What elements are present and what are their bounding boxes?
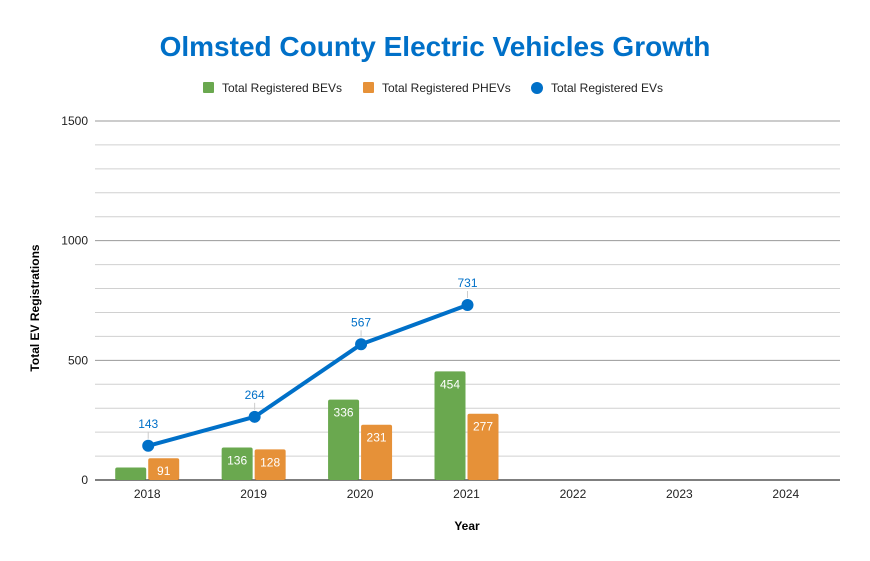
line-data-label: 731 (457, 276, 477, 290)
legend-label: Total Registered EVs (551, 81, 663, 95)
line-point (461, 299, 474, 312)
legend: Total Registered BEVs Total Registered PH… (203, 81, 663, 95)
bar-data-label: 136 (227, 453, 247, 467)
legend-marker (203, 82, 214, 93)
line-point (248, 410, 261, 423)
x-tick-label: 2019 (240, 487, 267, 501)
legend-marker (363, 82, 374, 93)
y-tick-label: 0 (81, 473, 88, 487)
x-tick-label: 2020 (347, 487, 374, 501)
bar (221, 447, 253, 480)
y-tick-label: 1000 (61, 234, 88, 248)
legend-label: Total Registered BEVs (222, 81, 342, 95)
bar (328, 399, 360, 480)
x-tick-label: 2022 (560, 487, 587, 501)
legend-marker (531, 82, 543, 94)
y-tick-label: 1500 (61, 114, 88, 128)
bar (115, 467, 147, 480)
line-point (355, 338, 368, 351)
bar-data-label: 91 (157, 464, 171, 478)
line-series (147, 303, 469, 448)
x-tick-label: 2021 (453, 487, 480, 501)
x-tick-label: 2018 (134, 487, 161, 501)
legend-label: Total Registered PHEVs (382, 81, 511, 95)
chart-title: Olmsted County Electric Vehicles Growth (160, 31, 711, 62)
x-axis-label: Year (454, 519, 480, 533)
line-data-label: 143 (138, 417, 158, 431)
bar-data-label: 231 (367, 431, 387, 445)
y-axis-label: Total EV Registrations (28, 244, 42, 371)
bar-data-label: 128 (260, 455, 280, 469)
y-tick-label: 500 (68, 353, 88, 367)
line-point (142, 439, 155, 452)
bar (254, 449, 286, 480)
bar (148, 458, 180, 480)
chart-marks: 2018 2019 2020 2021 2022 2023 2024 136 336 454 91 1… (115, 276, 799, 501)
x-tick-label: 2023 (666, 487, 693, 501)
bar-data-label: 277 (473, 420, 493, 434)
gridlines: 0 500 1000 1500 (61, 114, 840, 487)
bar-data-label: 454 (440, 377, 460, 391)
bar (467, 413, 499, 480)
bar (361, 424, 393, 480)
x-tick-label: 2024 (772, 487, 799, 501)
bar (434, 371, 466, 480)
bar-data-label: 336 (334, 406, 354, 420)
line-data-label: 567 (351, 315, 371, 329)
line-data-label: 264 (245, 388, 265, 402)
